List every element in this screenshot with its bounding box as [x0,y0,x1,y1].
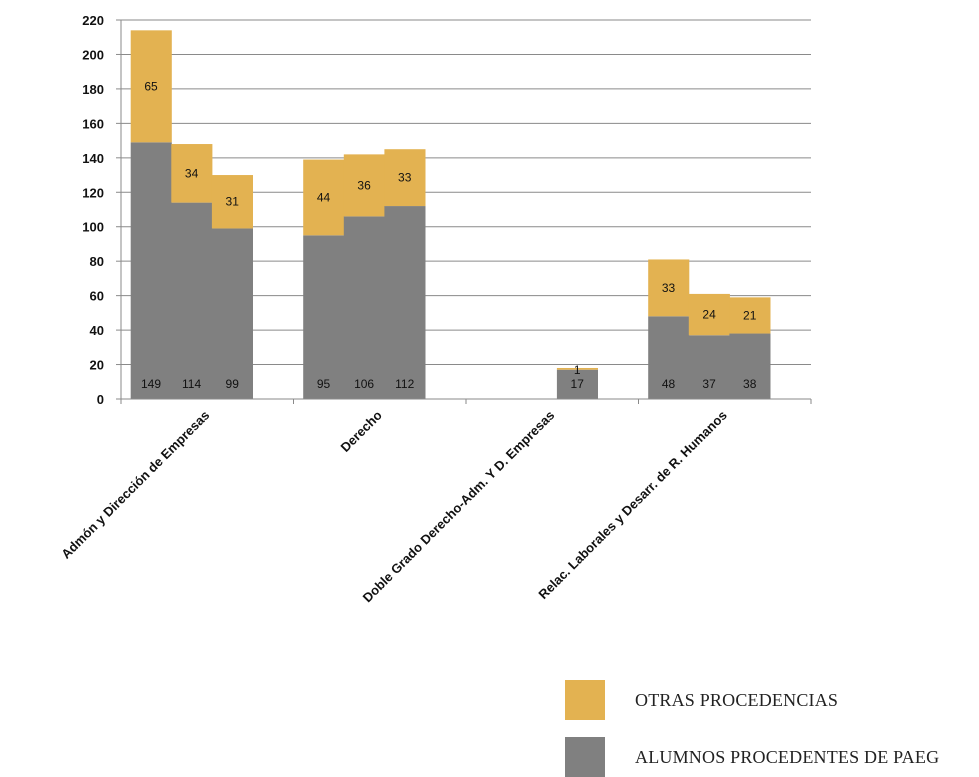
data-label-paeg: 38 [743,377,757,391]
data-label-otras: 21 [743,308,757,322]
data-label-otras: 65 [144,79,158,93]
bar-paeg [384,206,426,399]
bar-paeg [729,333,771,399]
data-label-paeg: 114 [182,377,201,391]
x-category-label: Relac. Laborales y Desarr. de R. Humanos [535,408,730,603]
data-label-otras: 33 [662,281,676,295]
y-tick-label: 220 [82,13,104,28]
legend-label-otras: OTRAS PROCEDENCIAS [635,689,839,710]
bar-otras [171,144,213,203]
data-label-paeg: 17 [571,377,585,391]
bar-paeg [171,202,213,399]
bar-otras [556,367,598,370]
bars [130,30,771,399]
y-tick-label: 0 [97,392,104,407]
y-tick-label: 80 [90,254,104,269]
bar-paeg [130,142,172,399]
bar-paeg [211,228,253,399]
x-category-label: Doble Grado Derecho-Adm. Y D. Empresas [360,408,558,606]
data-label-paeg: 95 [317,377,331,391]
x-category-label: Derecho [337,407,384,454]
y-tick-label: 120 [82,185,104,200]
y-tick-label: 180 [82,82,104,97]
bar-otras [688,293,730,336]
legend-item-otras: OTRAS PROCEDENCIAS [565,680,838,720]
data-label-otras: 44 [317,190,331,204]
bar-paeg [688,335,730,399]
y-tick-label: 40 [90,323,104,338]
data-label-paeg: 106 [354,377,374,391]
bar-otras [130,30,172,143]
y-tick-label: 200 [82,47,104,62]
bar-otras [303,159,345,236]
x-category-label: Admón y Dirección de Empresas [58,408,212,562]
legend-swatch-otras [565,680,605,720]
bar-paeg [648,316,690,399]
data-label-otras: 31 [226,195,240,209]
data-label-otras: 33 [398,171,412,185]
bar-paeg [343,216,385,399]
legend-swatch-paeg [565,737,605,777]
data-label-paeg: 37 [702,377,716,391]
data-label-otras: 1 [574,363,581,377]
bar-otras [343,154,385,217]
data-label-paeg: 48 [662,377,676,391]
bar-otras [729,297,771,334]
y-tick-label: 100 [82,220,104,235]
data-label-otras: 34 [185,166,199,180]
bar-paeg [303,235,345,399]
data-label-otras: 36 [357,178,371,192]
data-label-paeg: 149 [141,377,161,391]
bar-otras [384,149,426,207]
data-labels: 149 65 114 34 99 31 95 44 106 36 112 33 171 48 33 37 24 3… [141,79,757,391]
data-label-paeg: 112 [395,377,414,391]
y-tick-label: 60 [90,289,104,304]
bar-otras [211,175,253,229]
legend-label-paeg: ALUMNOS PROCEDENTES DE PAEG [635,746,940,767]
bar-otras [648,259,690,317]
data-label-otras: 24 [702,308,716,322]
legend-item-paeg: ALUMNOS PROCEDENTES DE PAEG [565,737,939,777]
data-label-paeg: 99 [226,377,240,391]
bar-paeg [556,369,598,399]
y-tick-label: 160 [82,116,104,131]
y-tick-label: 20 [90,358,104,373]
y-tick-label: 140 [82,151,104,166]
stacked-bar-chart: 0 20 40 60 80 100 120 140 160 180 200 220 Admón y Di… [58,13,812,606]
